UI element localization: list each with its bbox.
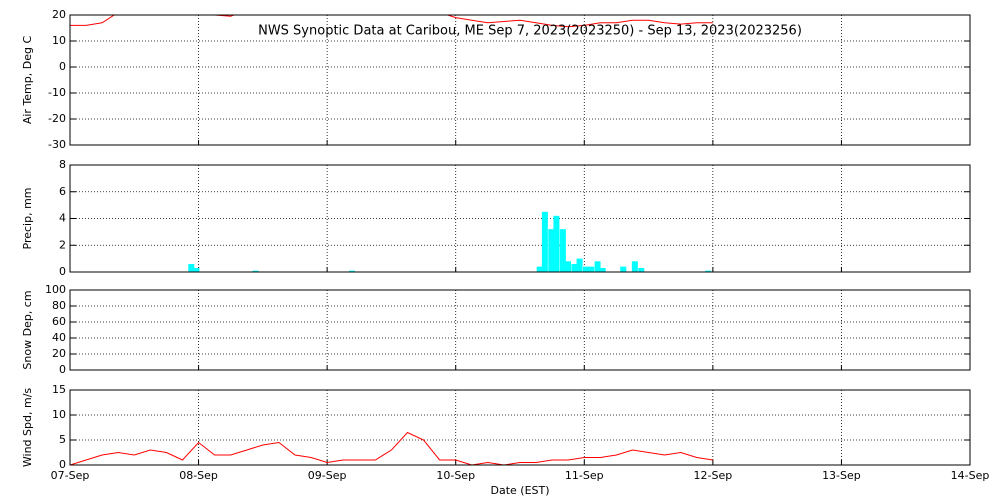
y-tick-label: 5 xyxy=(59,433,66,446)
x-tick-label: 08-Sep xyxy=(179,469,218,482)
x-tick-label: 07-Sep xyxy=(51,469,90,482)
y-tick-label: 60 xyxy=(52,315,66,328)
x-tick-label: 13-Sep xyxy=(822,469,861,482)
panel: -30 -20 -10 0 10 20 Air Temp, Deg C NWS Synopti… xyxy=(21,8,971,151)
y-tick-label: 0 xyxy=(59,265,66,278)
y-axis-label: Air Temp, Deg C xyxy=(21,36,34,125)
data-group xyxy=(188,211,712,272)
bar xyxy=(559,229,566,272)
x-tick-label: 09-Sep xyxy=(308,469,347,482)
y-tick-label: 100 xyxy=(45,283,66,296)
x-axis-label: Date (EST) xyxy=(490,484,549,497)
bar xyxy=(548,229,555,272)
y-axis-label: Precip, mm xyxy=(21,188,34,250)
panel-frame xyxy=(69,389,971,466)
y-axis-label: Snow Dep, cm xyxy=(21,290,34,369)
bar xyxy=(631,261,638,272)
panel: 0 5 10 15 07-Sep 08-Sep 09-Sep 10-Sep 11-Sep 12-S… xyxy=(21,383,989,497)
line xyxy=(70,15,713,28)
y-tick-label: 6 xyxy=(59,185,66,198)
bar xyxy=(188,263,195,272)
panel-frame xyxy=(69,289,971,371)
y-tick-label: 20 xyxy=(52,8,66,21)
bar xyxy=(536,266,543,272)
bar xyxy=(620,266,627,272)
bar xyxy=(588,266,595,272)
y-axis-label: Wind Spd, m/s xyxy=(21,388,34,468)
y-tick-label: 0 xyxy=(59,458,66,471)
x-tick-label: 11-Sep xyxy=(565,469,604,482)
bar xyxy=(599,267,606,272)
chart-title: NWS Synoptic Data at Caribou, ME Sep 7, … xyxy=(258,24,802,39)
x-tick-label: 10-Sep xyxy=(436,469,475,482)
panel-frame xyxy=(69,164,971,273)
panel: 0 2 4 6 8 Precip, mm xyxy=(21,158,971,278)
y-tick-label: 15 xyxy=(52,383,66,396)
bar xyxy=(638,267,645,272)
y-tick-label: 10 xyxy=(52,34,66,47)
bar xyxy=(576,258,583,272)
panel-frame xyxy=(69,14,971,146)
bar xyxy=(193,267,200,272)
y-tick-label: 2 xyxy=(59,238,66,251)
line xyxy=(70,431,713,465)
bar xyxy=(349,270,355,272)
y-tick-label: 4 xyxy=(59,212,66,225)
bar xyxy=(565,261,571,272)
panel: 0 20 40 60 80 100 Snow Dep, cm xyxy=(21,283,971,376)
bar xyxy=(553,215,560,272)
y-tick-label: -10 xyxy=(48,86,66,99)
x-tick-label: 14-Sep xyxy=(951,469,990,482)
y-tick-label: 0 xyxy=(59,60,66,73)
y-tick-label: -20 xyxy=(48,112,66,125)
y-tick-label: 40 xyxy=(52,331,66,344)
y-tick-label: 8 xyxy=(59,158,66,171)
y-tick-label: 10 xyxy=(52,408,66,421)
y-tick-label: 80 xyxy=(52,299,66,312)
bar xyxy=(571,263,578,272)
data-group xyxy=(70,15,713,28)
bar xyxy=(705,270,712,272)
bar xyxy=(583,266,589,272)
y-tick-label: 20 xyxy=(52,347,66,360)
y-tick-label: 0 xyxy=(59,363,66,376)
data-group xyxy=(70,431,713,465)
y-tick-label: -30 xyxy=(48,138,66,151)
bar xyxy=(541,211,548,272)
bar xyxy=(252,270,259,272)
x-tick-label: 12-Sep xyxy=(694,469,733,482)
bar xyxy=(594,261,601,272)
